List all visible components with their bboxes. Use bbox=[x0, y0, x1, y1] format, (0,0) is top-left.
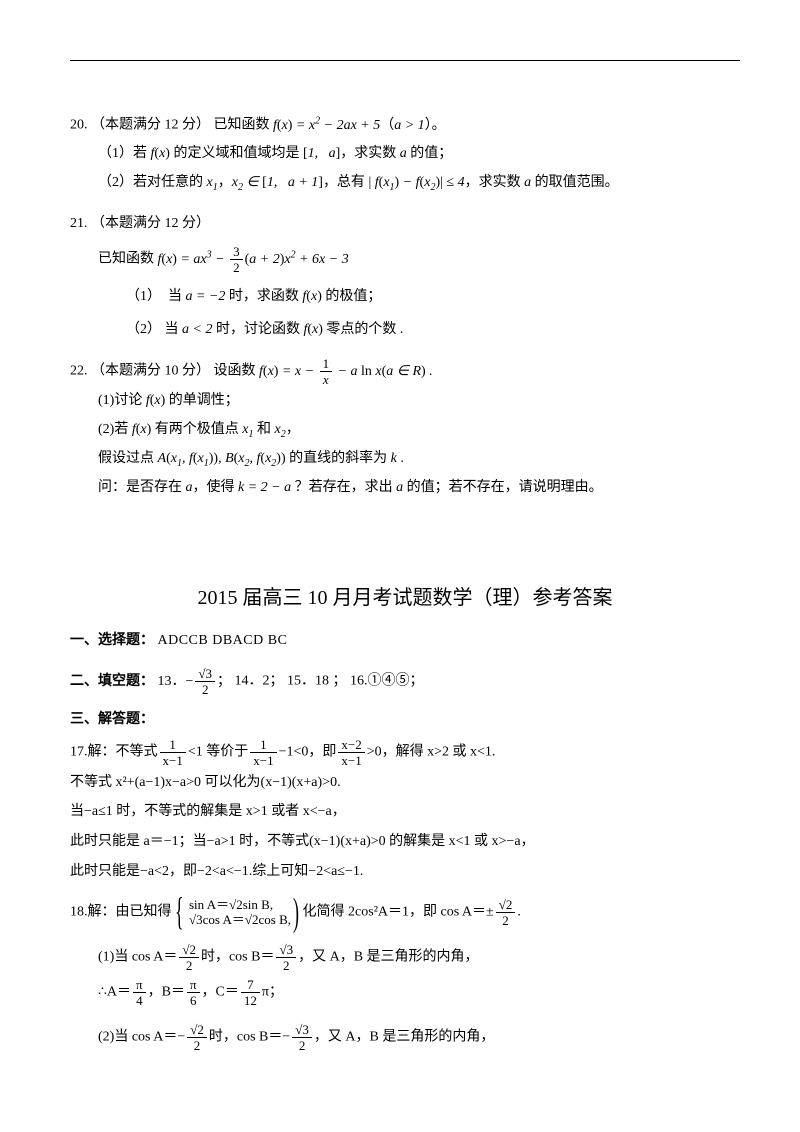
problem-21-head: 21. （本题满分 12 分） bbox=[70, 211, 740, 238]
section-1: 一、选择题： ADCCB DBACD BC bbox=[70, 628, 740, 655]
func-def: f(x) = x2 − 2ax + 5（a > 1）。 bbox=[273, 118, 446, 133]
func-def: f(x) = x − 1x − a ln x(a ∈ R) . bbox=[259, 364, 433, 379]
sec3-head: 三、解答题： bbox=[70, 708, 740, 728]
stem-text: 已知函数 bbox=[214, 118, 270, 133]
q18-p1-l2: ∴A＝π4，B＝π6，C＝712π； bbox=[70, 978, 740, 1007]
problem-22-part-2c: 问：是否存在 a，使得 k = 2 − a ？若存在，求出 a 的值；若不存在，… bbox=[70, 475, 740, 502]
problem-22-stem: 22. （本题满分 10 分） 设函数 f(x) = x − 1x − a ln… bbox=[70, 357, 740, 386]
brace-right: ) bbox=[293, 875, 299, 950]
sec1-head: 一、选择题： bbox=[70, 633, 154, 648]
q18-l1: 18.解：由已知得 sin A＝√2sin B, √3cos A＝√2cos B… bbox=[70, 895, 740, 929]
exam-page: 20. （本题满分 12 分） 已知函数 f(x) = x2 − 2ax + 5… bbox=[0, 0, 800, 1095]
points: （本题满分 12 分） bbox=[91, 118, 210, 133]
problem-22: 22. （本题满分 10 分） 设函数 f(x) = x − 1x − a ln… bbox=[70, 357, 740, 501]
problem-22-part-2a: (2)若 f(x) 有两个极值点 x1 和 x2， bbox=[70, 417, 740, 444]
points: （本题满分 12 分） bbox=[91, 216, 210, 231]
q18-l1-pre: 18.解：由已知得 bbox=[70, 904, 172, 919]
problem-21-stem: 已知函数 f(x) = ax3 − 32(a + 2)x2 + 6x − 3 bbox=[70, 245, 740, 274]
q17-l3: 当−a≤1 时，不等式的解集是 x>1 或者 x<−a， bbox=[70, 799, 740, 826]
problem-20-part-2: （2）若对任意的 x1，x2 ∈ [1, a + 1]，总有 | f(x1) −… bbox=[70, 170, 740, 197]
problem-number: 20. bbox=[70, 118, 88, 133]
q18-p1-l1: (1)当 cos A＝√22时，cos B＝√32，又 A，B 是三角形的内角， bbox=[70, 943, 740, 972]
mc-answers: ADCCB DBACD BC bbox=[158, 633, 288, 648]
q18-sys-bot: √3cos A＝√2cos B, bbox=[189, 912, 291, 928]
problem-21-part-2: （2） 当 a < 2 时，讨论函数 f(x) 零点的个数 . bbox=[70, 317, 740, 344]
problem-20: 20. （本题满分 12 分） 已知函数 f(x) = x2 − 2ax + 5… bbox=[70, 111, 740, 197]
q17-l5: 此时只能是−a<2，即−2<a<−1.综上可知−2<a≤−1. bbox=[70, 859, 740, 886]
top-rule bbox=[70, 60, 740, 61]
q18-sys-top: sin A＝√2sin B, bbox=[189, 897, 291, 913]
q16: 16.①④⑤； bbox=[350, 674, 424, 689]
problem-number: 21. bbox=[70, 216, 88, 231]
answers-title: 2015 届高三 10 月月考试题数学（理）参考答案 bbox=[70, 581, 740, 610]
problem-number: 22. bbox=[70, 364, 88, 379]
sec2-head: 二、填空题： bbox=[70, 674, 154, 689]
q14: 14．2； bbox=[235, 674, 284, 689]
q17-l2: 不等式 x²+(a−1)x−a>0 可以化为(x−1)(x+a)>0. bbox=[70, 770, 740, 797]
q15: 15．18 ； bbox=[287, 674, 347, 689]
func-def: f(x) = ax3 − 32(a + 2)x2 + 6x − 3 bbox=[158, 252, 349, 267]
section-2: 二、填空题： 13．−√32； 14．2； 15．18 ； 16.①④⑤； bbox=[70, 667, 740, 696]
problem-21-part-1: （1） 当 a = −2 时，求函数 f(x) 的极值； bbox=[70, 284, 740, 311]
q17-l4: 此时只能是 a＝−1；当−a>1 时，不等式(x−1)(x+a)>0 的解集是 … bbox=[70, 829, 740, 856]
problem-21: 21. （本题满分 12 分） 已知函数 f(x) = ax3 − 32(a +… bbox=[70, 211, 740, 344]
q13: 13．−√32； bbox=[158, 674, 232, 689]
problem-20-part-1: （1）若 f(x) 的定义域和值域均是 [1, a]，求实数 a 的值； bbox=[70, 141, 740, 168]
stem-text: 已知函数 bbox=[98, 252, 154, 267]
q18-p2-l1: (2)当 cos A＝−√22时，cos B＝−√32，又 A，B 是三角形的内… bbox=[70, 1023, 740, 1052]
points: （本题满分 10 分） bbox=[91, 364, 210, 379]
stem-text: 设函数 bbox=[214, 364, 256, 379]
q17-l1: 17.解：不等式1x−1<1 等价于1x−1−1<0，即x−2x−1>0，解得 … bbox=[70, 738, 740, 767]
q18-system: sin A＝√2sin B, √3cos A＝√2cos B, bbox=[175, 897, 291, 928]
problem-20-stem: 20. （本题满分 12 分） 已知函数 f(x) = x2 − 2ax + 5… bbox=[70, 111, 740, 139]
problem-22-part-1: (1)讨论 f(x) 的单调性； bbox=[70, 388, 740, 415]
problem-22-part-2b: 假设过点 A(x1, f(x1)), B(x2, f(x2)) 的直线的斜率为 … bbox=[70, 446, 740, 473]
